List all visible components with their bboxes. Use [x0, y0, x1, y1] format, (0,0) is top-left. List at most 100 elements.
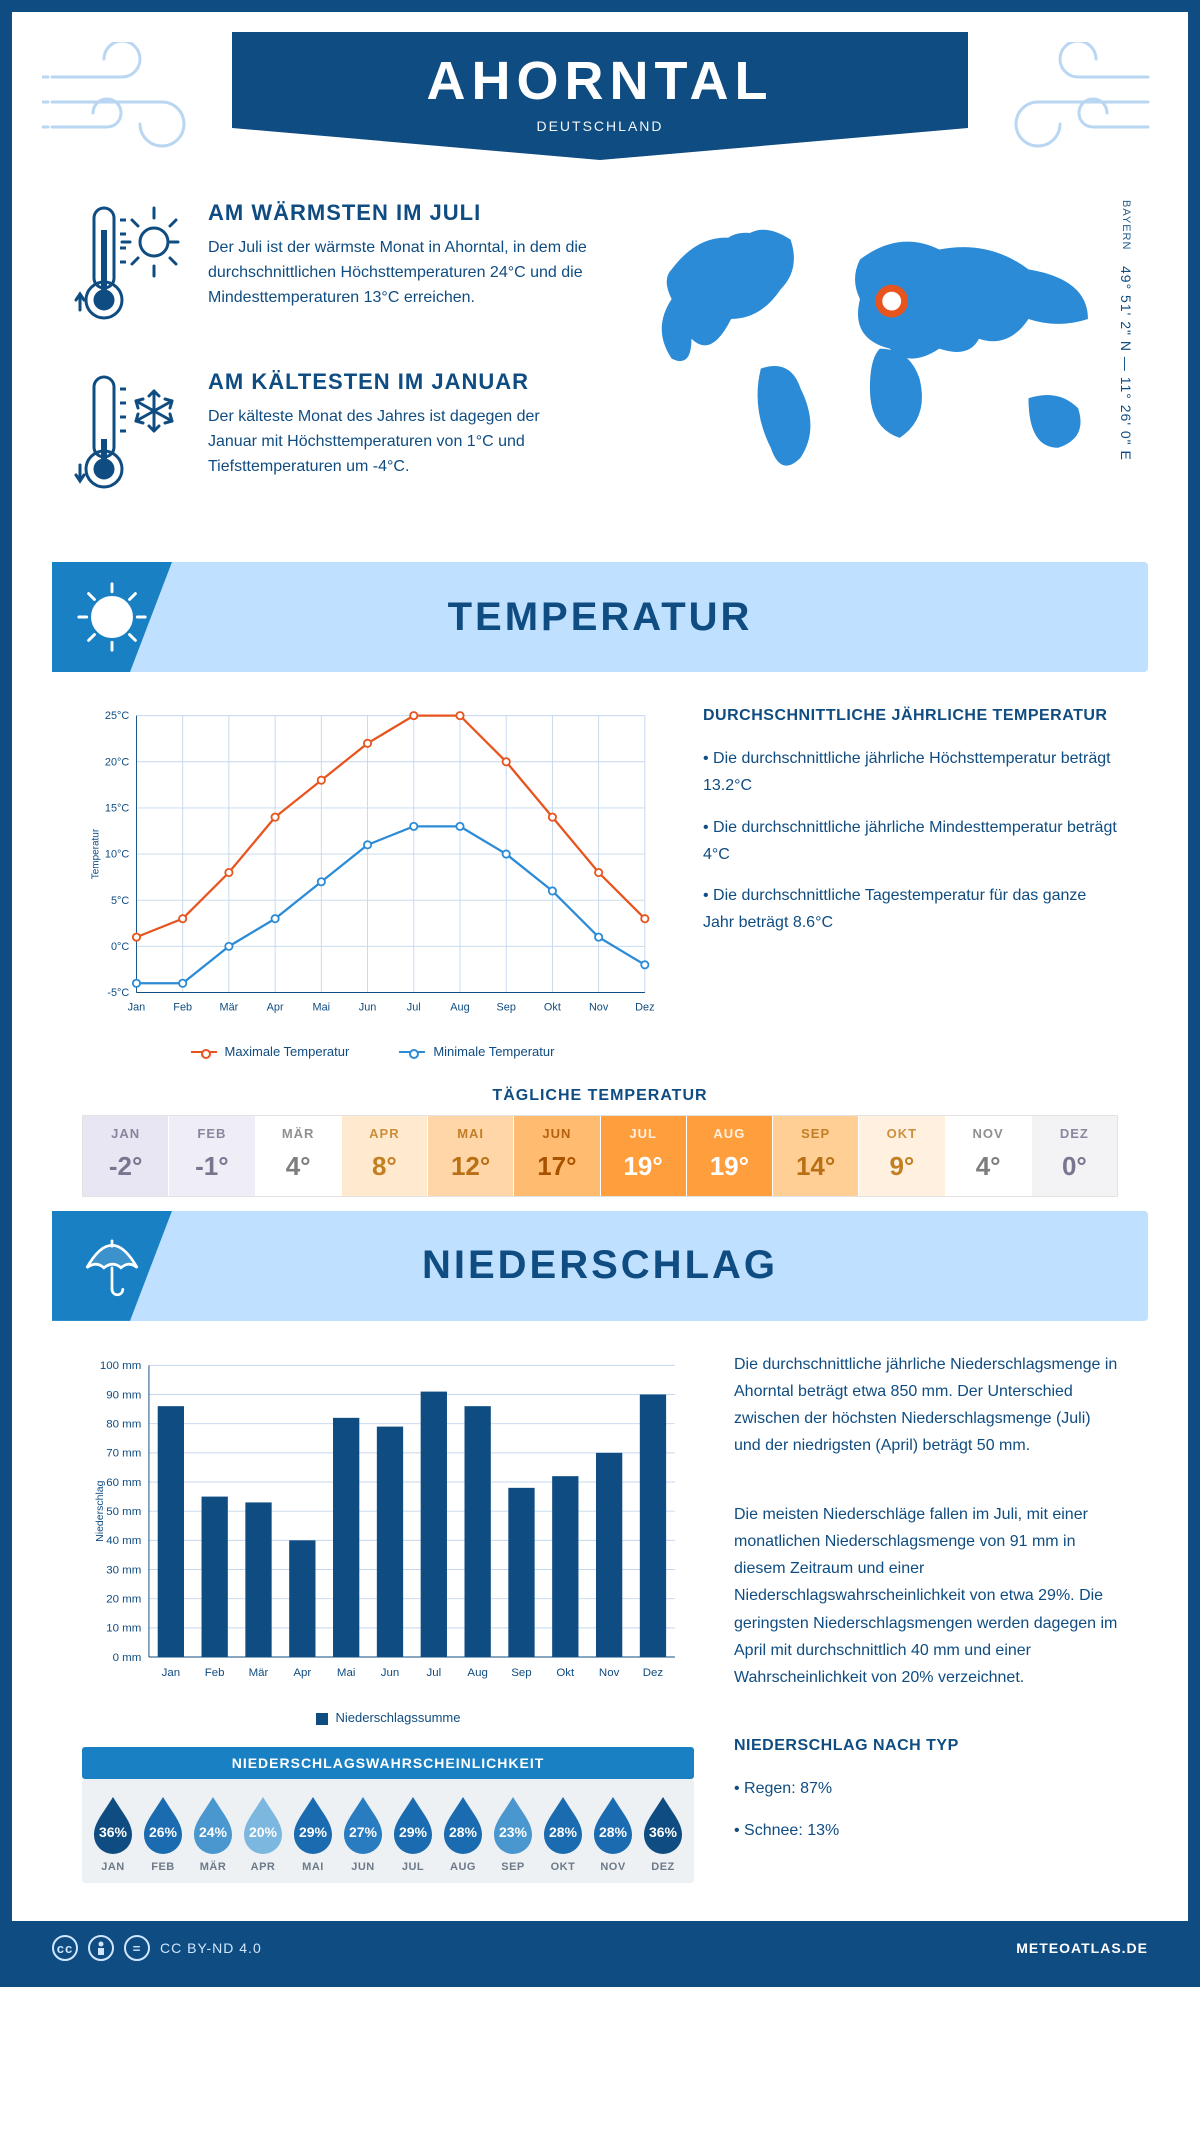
temp-cell: JUN17°: [514, 1116, 600, 1196]
svg-text:Apr: Apr: [267, 1002, 284, 1014]
svg-text:Okt: Okt: [556, 1667, 575, 1679]
svg-text:Mai: Mai: [337, 1667, 355, 1679]
svg-text:24%: 24%: [199, 1824, 228, 1840]
svg-text:Sep: Sep: [511, 1667, 531, 1679]
page-subtitle: DEUTSCHLAND: [232, 118, 968, 134]
footer: cc = CC BY-ND 4.0 METEOATLAS.DE: [12, 1921, 1188, 1975]
fact-text: Der kälteste Monat des Jahres ist dagege…: [208, 405, 592, 479]
probability-drop: 29% MAI: [288, 1793, 338, 1873]
temp-cell: SEP14°: [773, 1116, 859, 1196]
daily-temp-title: TÄGLICHE TEMPERATUR: [52, 1087, 1148, 1105]
svg-text:20%: 20%: [249, 1824, 278, 1840]
thermometer-sun-icon: [72, 200, 182, 335]
fact-warmest: AM WÄRMSTEN IM JULI Der Juli ist der wär…: [72, 200, 592, 335]
svg-text:36%: 36%: [99, 1824, 128, 1840]
license: cc = CC BY-ND 4.0: [52, 1935, 262, 1961]
wind-icon: [42, 42, 212, 162]
fact-coldest: AM KÄLTESTEN IM JANUAR Der kälteste Mona…: [72, 369, 592, 504]
svg-text:Temperatur: Temperatur: [90, 828, 101, 879]
brand: METEOATLAS.DE: [1016, 1940, 1148, 1956]
svg-text:50 mm: 50 mm: [106, 1506, 141, 1518]
svg-text:Mär: Mär: [249, 1667, 269, 1679]
precipitation-notes: Die durchschnittliche jährliche Niedersc…: [734, 1351, 1118, 1883]
svg-text:28%: 28%: [549, 1824, 578, 1840]
svg-text:Okt: Okt: [544, 1002, 561, 1014]
svg-text:26%: 26%: [149, 1824, 178, 1840]
temp-cell: MÄR4°: [256, 1116, 342, 1196]
precipitation-bar-chart: 0 mm10 mm20 mm30 mm40 mm50 mm60 mm70 mm8…: [82, 1351, 694, 1695]
svg-text:28%: 28%: [599, 1824, 628, 1840]
svg-text:Jun: Jun: [359, 1002, 377, 1014]
temp-cell: DEZ0°: [1032, 1116, 1117, 1196]
page-title: AHORNTAL: [232, 50, 968, 112]
section-title: NIEDERSCHLAG: [172, 1243, 1148, 1288]
fact-title: AM KÄLTESTEN IM JANUAR: [208, 369, 592, 395]
probability-drop: 28% OKT: [538, 1793, 588, 1873]
temp-cell: JUL19°: [601, 1116, 687, 1196]
svg-text:10°C: 10°C: [105, 849, 129, 861]
temperature-notes: DURCHSCHNITTLICHE JÄHRLICHE TEMPERATUR •…: [703, 702, 1118, 1059]
svg-text:40 mm: 40 mm: [106, 1535, 141, 1547]
probability-drop: 23% SEP: [488, 1793, 538, 1873]
probability-drop: 29% JUL: [388, 1793, 438, 1873]
svg-text:100 mm: 100 mm: [100, 1360, 141, 1372]
svg-text:20°C: 20°C: [105, 756, 129, 768]
temp-cell: APR8°: [342, 1116, 428, 1196]
probability-drop: 28% NOV: [588, 1793, 638, 1873]
svg-text:25°C: 25°C: [105, 710, 129, 722]
temperature-line-chart: -5°C0°C5°C10°C15°C20°C25°CJanFebMärAprMa…: [82, 702, 663, 1059]
svg-text:10 mm: 10 mm: [106, 1622, 141, 1634]
svg-text:Sep: Sep: [497, 1002, 516, 1014]
svg-text:Aug: Aug: [450, 1002, 469, 1014]
probability-drops: 36% JAN 26% FEB 24% MÄR 20% APR 29% MAI …: [82, 1779, 694, 1883]
svg-text:28%: 28%: [449, 1824, 478, 1840]
svg-text:5°C: 5°C: [111, 895, 129, 907]
svg-text:Dez: Dez: [635, 1002, 654, 1014]
temp-cell: MAI12°: [428, 1116, 514, 1196]
svg-text:0°C: 0°C: [111, 941, 129, 953]
probability-drop: 36% DEZ: [638, 1793, 688, 1873]
svg-text:Jun: Jun: [381, 1667, 400, 1679]
chart-legend: Niederschlagssumme: [82, 1710, 694, 1725]
svg-text:Jul: Jul: [407, 1002, 421, 1014]
temp-cell: JAN-2°: [83, 1116, 169, 1196]
svg-text:90 mm: 90 mm: [106, 1389, 141, 1401]
probability-title: NIEDERSCHLAGSWAHRSCHEINLICHKEIT: [82, 1747, 694, 1779]
svg-text:23%: 23%: [499, 1824, 528, 1840]
probability-drop: 24% MÄR: [188, 1793, 238, 1873]
svg-text:Jan: Jan: [128, 1002, 146, 1014]
title-banner: AHORNTAL DEUTSCHLAND: [232, 32, 968, 160]
svg-text:Jul: Jul: [426, 1667, 441, 1679]
svg-text:Mär: Mär: [220, 1002, 239, 1014]
temperature-section: TEMPERATUR -5°C0°C5°C10°C15°C20°C25°CJan…: [52, 562, 1148, 1197]
section-title: TEMPERATUR: [172, 595, 1148, 640]
umbrella-icon: [52, 1211, 172, 1321]
temp-cell: AUG19°: [687, 1116, 773, 1196]
wind-icon: [988, 42, 1158, 162]
probability-drop: 28% AUG: [438, 1793, 488, 1873]
infographic-frame: AHORNTAL DEUTSCHLAND AM WÄRMSTEN IM JULI…: [0, 0, 1200, 1987]
probability-drop: 20% APR: [238, 1793, 288, 1873]
precipitation-section: NIEDERSCHLAG 0 mm10 mm20 mm30 mm40 mm50 …: [52, 1211, 1148, 1891]
cc-icon: cc: [52, 1935, 78, 1961]
svg-text:Apr: Apr: [293, 1667, 311, 1679]
probability-drop: 36% JAN: [88, 1793, 138, 1873]
svg-text:Aug: Aug: [467, 1667, 487, 1679]
svg-text:29%: 29%: [299, 1824, 328, 1840]
temp-cell: NOV4°: [946, 1116, 1032, 1196]
svg-text:Dez: Dez: [643, 1667, 664, 1679]
intro-row: AM WÄRMSTEN IM JULI Der Juli ist der wär…: [12, 160, 1188, 548]
svg-text:30 mm: 30 mm: [106, 1564, 141, 1576]
coordinates: BAYERN 49° 51' 2" N — 11° 26' 0" E: [1118, 200, 1134, 538]
thermometer-snow-icon: [72, 369, 182, 504]
svg-text:Mai: Mai: [313, 1002, 331, 1014]
svg-text:60 mm: 60 mm: [106, 1477, 141, 1489]
svg-text:Feb: Feb: [173, 1002, 192, 1014]
svg-text:29%: 29%: [399, 1824, 428, 1840]
svg-text:Niederschlag: Niederschlag: [94, 1480, 106, 1541]
svg-text:80 mm: 80 mm: [106, 1418, 141, 1430]
svg-text:Nov: Nov: [599, 1667, 620, 1679]
sun-icon: [52, 562, 172, 672]
by-icon: [88, 1935, 114, 1961]
nd-icon: =: [124, 1935, 150, 1961]
